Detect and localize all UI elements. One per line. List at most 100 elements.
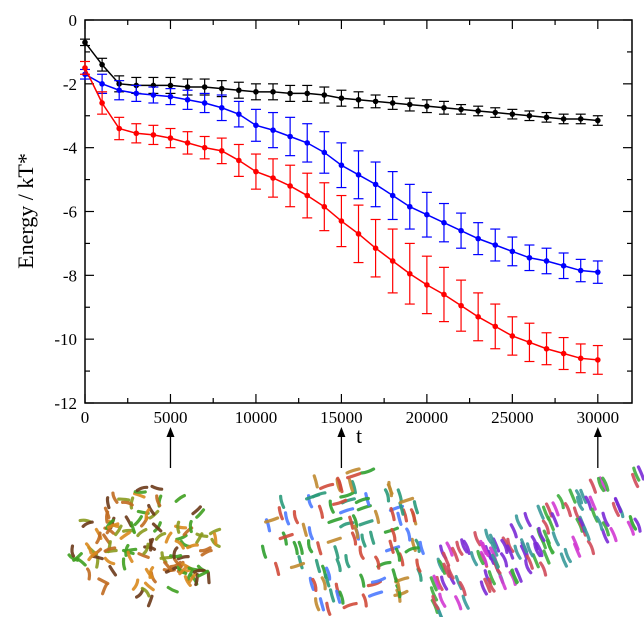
strand <box>361 593 368 608</box>
data-point <box>133 130 140 137</box>
strand <box>324 573 331 588</box>
strand <box>186 543 199 550</box>
strand <box>206 571 211 585</box>
strand <box>398 496 415 505</box>
strand <box>481 541 490 557</box>
strand <box>97 577 110 586</box>
data-point <box>304 140 311 146</box>
data-point <box>321 92 328 98</box>
data-point <box>424 211 430 218</box>
data-point <box>150 132 157 138</box>
data-point <box>389 100 396 106</box>
data-point <box>560 116 567 122</box>
strand <box>626 520 635 536</box>
x-tick-label: 30000 <box>577 408 620 427</box>
strand <box>305 493 321 501</box>
data-point <box>201 100 208 106</box>
data-point <box>355 96 362 103</box>
data-point <box>492 323 499 330</box>
series-0 <box>80 38 603 126</box>
strand <box>336 476 343 491</box>
strand <box>339 491 355 499</box>
strand <box>359 573 366 588</box>
strand <box>292 540 299 556</box>
data-point <box>150 92 157 98</box>
strand <box>595 515 604 531</box>
strand <box>462 539 471 556</box>
data-point <box>595 269 601 275</box>
strand <box>445 541 454 557</box>
strand <box>586 539 596 556</box>
strand <box>539 561 548 577</box>
strand <box>523 511 532 528</box>
strand <box>317 504 325 519</box>
strand <box>438 592 447 608</box>
strand <box>192 568 206 574</box>
strand <box>146 594 154 608</box>
strand <box>611 501 620 518</box>
data-point <box>236 111 242 117</box>
strand <box>373 509 381 525</box>
data-point <box>99 100 105 106</box>
strand <box>519 538 529 554</box>
strand <box>461 594 470 610</box>
data-point <box>509 111 516 117</box>
strand <box>163 560 173 572</box>
strand <box>401 508 409 523</box>
strand <box>354 496 370 505</box>
strand <box>176 520 181 534</box>
data-point <box>441 104 447 111</box>
strand <box>632 466 641 482</box>
strand <box>198 546 212 553</box>
strand <box>396 511 403 526</box>
strand <box>568 488 577 504</box>
data-point <box>287 183 293 189</box>
strand <box>350 531 358 546</box>
data-point <box>338 218 345 224</box>
strand <box>455 540 464 556</box>
strand <box>178 565 189 576</box>
strand <box>374 555 381 570</box>
data-point <box>372 245 379 252</box>
strand <box>335 557 342 573</box>
strand <box>102 533 112 545</box>
data-point <box>406 101 413 108</box>
x-tick-label: 0 <box>81 408 90 427</box>
molecular-snapshot-1 <box>67 484 222 608</box>
data-point <box>458 302 464 309</box>
data-point <box>184 84 191 90</box>
strand <box>510 568 519 584</box>
strand <box>108 564 118 577</box>
series-layer <box>80 38 603 375</box>
y-axis-title: Energy / kT* <box>13 153 38 269</box>
y-tick-label: -6 <box>63 203 77 222</box>
data-point <box>577 267 584 274</box>
strand <box>314 597 321 612</box>
strand <box>537 526 546 543</box>
strand <box>327 516 343 525</box>
strand <box>111 491 119 504</box>
strand <box>370 576 387 584</box>
strand <box>325 601 332 616</box>
strand <box>106 522 120 529</box>
strand <box>491 553 500 570</box>
data-point <box>389 258 396 264</box>
strand <box>318 597 326 612</box>
strand <box>144 567 154 580</box>
strand <box>628 515 638 531</box>
strand <box>150 484 164 491</box>
strand <box>525 554 534 570</box>
strand <box>307 526 314 541</box>
y-tick-label: -4 <box>63 139 78 158</box>
strand <box>75 557 87 567</box>
x-tick-label: 15000 <box>320 408 363 427</box>
strand <box>135 587 145 599</box>
strand <box>479 550 488 567</box>
strand <box>487 577 496 593</box>
data-point <box>424 282 430 288</box>
strand <box>260 544 268 559</box>
strand <box>442 562 451 578</box>
data-point <box>338 162 345 169</box>
data-point <box>236 87 242 94</box>
strand <box>429 576 438 592</box>
